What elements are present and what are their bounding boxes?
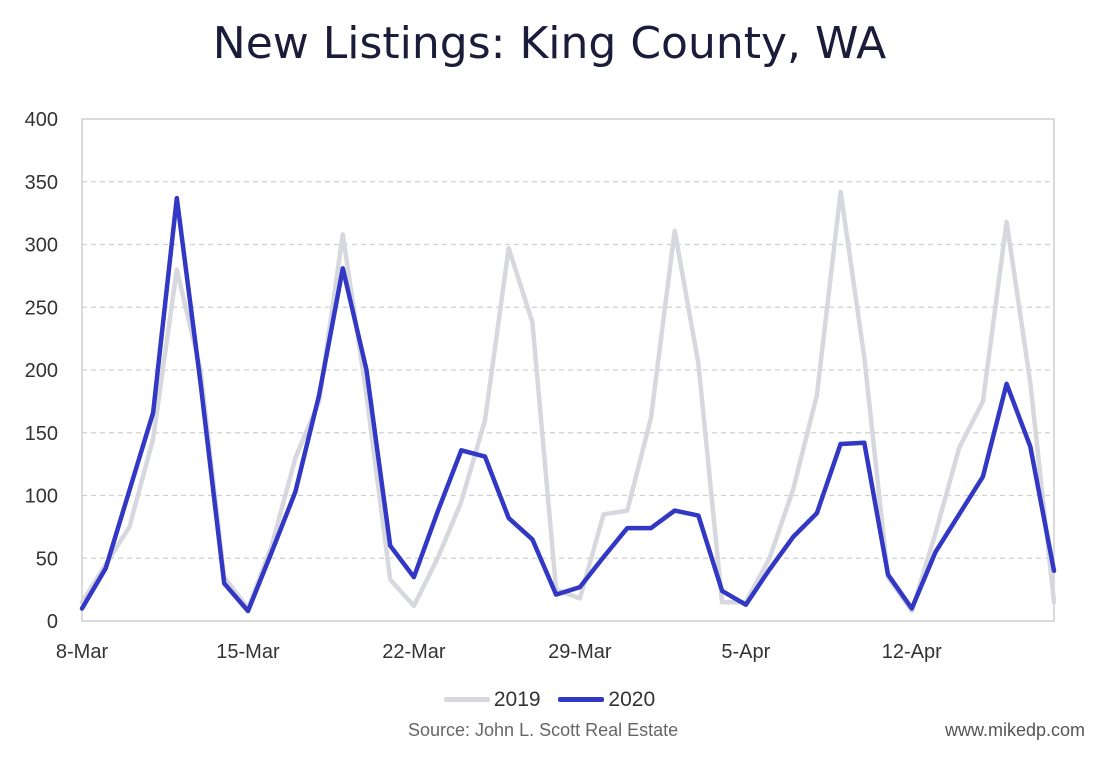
- x-tick-label: 12-Apr: [882, 641, 942, 663]
- legend-item-2019: 2019: [443, 687, 541, 712]
- chart-title: New Listings: King County, WA: [212, 18, 887, 69]
- x-tick-label: 22-Mar: [382, 641, 446, 663]
- legend: 2019 2020: [0, 684, 1099, 712]
- y-tick-label: 0: [47, 611, 58, 633]
- y-axis-ticks: 0 50 100 150 200 250 300 350 400: [25, 109, 58, 633]
- x-tick-label: 5-Apr: [721, 641, 770, 663]
- y-tick-label: 300: [25, 235, 58, 257]
- y-tick-label: 350: [25, 172, 58, 194]
- gridlines: [82, 181, 1054, 559]
- legend-swatch-2020: [558, 697, 605, 702]
- series-lines: [79, 189, 1057, 614]
- y-tick-label: 250: [25, 297, 58, 319]
- y-tick-label: 400: [25, 109, 58, 131]
- y-tick-label: 150: [25, 423, 58, 445]
- y-tick-label: 200: [25, 360, 58, 382]
- y-tick-label: 100: [25, 486, 58, 508]
- x-tick-label: 29-Mar: [548, 641, 612, 663]
- plot-frame: [81, 118, 1055, 622]
- legend-swatch-2019: [443, 697, 490, 702]
- source-note: Source: John L. Scott Real Estate: [408, 720, 679, 740]
- legend-label-2020: 2020: [608, 687, 656, 711]
- legend-item-2020: 2020: [558, 688, 655, 712]
- legend-label-2019: 2019: [493, 687, 541, 711]
- series-line-2019: [79, 189, 1057, 614]
- x-axis-ticks: 8-Mar 15-Mar 22-Mar 29-Mar 5-Apr 12-Apr: [56, 641, 942, 663]
- website-credit: www.mikedp.com: [944, 720, 1085, 740]
- series-line-2020: [79, 195, 1057, 614]
- x-tick-label: 8-Mar: [56, 641, 109, 663]
- x-tick-label: 15-Mar: [216, 641, 280, 663]
- y-tick-label: 50: [36, 548, 58, 570]
